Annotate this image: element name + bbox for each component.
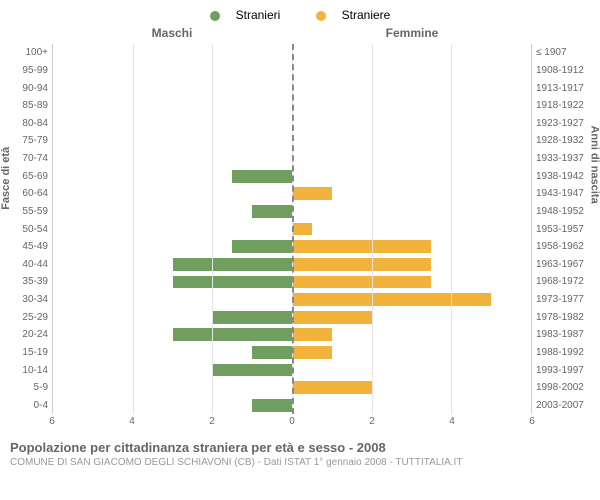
legend-label-male: Stranieri <box>236 8 281 22</box>
bar-male <box>232 170 292 183</box>
age-label: 45-49 <box>10 238 48 256</box>
bar-male <box>212 311 292 324</box>
year-label: ≤ 1907 <box>536 44 590 62</box>
age-label: 65-69 <box>10 167 48 185</box>
year-label: 1918-1922 <box>536 97 590 115</box>
bar-male <box>173 328 293 341</box>
bar-male <box>173 276 293 289</box>
year-label: 1933-1937 <box>536 150 590 168</box>
age-label: 30-34 <box>10 291 48 309</box>
center-divider <box>292 44 294 414</box>
gridline <box>451 44 452 414</box>
legend-item-female: Straniere <box>308 8 399 22</box>
bar-female <box>292 258 431 271</box>
y-axis-title-right: Anni di nascita <box>588 125 600 203</box>
bar-male <box>173 258 293 271</box>
age-label: 85-89 <box>10 97 48 115</box>
chart-container: Stranieri Straniere Maschi Femmine Fasce… <box>0 0 600 500</box>
age-label: 70-74 <box>10 150 48 168</box>
age-label: 10-14 <box>10 361 48 379</box>
bar-male <box>212 364 292 377</box>
chart-title: Popolazione per cittadinanza straniera p… <box>10 440 590 455</box>
age-label: 80-84 <box>10 115 48 133</box>
x-tick: 2 <box>369 416 375 427</box>
year-label: 1928-1932 <box>536 132 590 150</box>
year-label: 1908-1912 <box>536 62 590 80</box>
x-tick: 4 <box>129 416 135 427</box>
bar-female <box>292 276 431 289</box>
legend: Stranieri Straniere <box>10 8 590 22</box>
bar-female <box>292 240 431 253</box>
year-label: 1953-1957 <box>536 220 590 238</box>
year-label: 1988-1992 <box>536 344 590 362</box>
age-label: 95-99 <box>10 62 48 80</box>
year-label: 1978-1982 <box>536 308 590 326</box>
age-label: 5-9 <box>10 379 48 397</box>
bar-male <box>252 346 292 359</box>
plot-area <box>52 44 532 414</box>
legend-label-female: Straniere <box>342 8 391 22</box>
bar-female <box>292 346 332 359</box>
bar-female <box>292 381 372 394</box>
bar-female <box>292 328 332 341</box>
x-tick: 6 <box>529 416 535 427</box>
age-label: 75-79 <box>10 132 48 150</box>
age-label: 55-59 <box>10 203 48 221</box>
x-axis-ticks: 6 4 2 0 2 4 6 <box>52 416 532 430</box>
bar-female <box>292 223 312 236</box>
x-axis: 6 4 2 0 2 4 6 <box>10 416 590 430</box>
header-female: Femmine <box>292 26 532 40</box>
bar-male <box>232 240 292 253</box>
age-label: 100+ <box>10 44 48 62</box>
year-label: 1983-1987 <box>536 326 590 344</box>
age-label: 20-24 <box>10 326 48 344</box>
bar-female <box>292 293 491 306</box>
year-label: 1968-1972 <box>536 273 590 291</box>
year-label: 1948-1952 <box>536 203 590 221</box>
x-tick: 6 <box>49 416 55 427</box>
year-label: 1963-1967 <box>536 256 590 274</box>
legend-swatch-female <box>316 11 326 21</box>
age-label: 15-19 <box>10 344 48 362</box>
year-label: 1913-1917 <box>536 79 590 97</box>
column-headers: Maschi Femmine <box>10 26 590 40</box>
chart-subtitle: COMUNE DI SAN GIACOMO DEGLI SCHIAVONI (C… <box>10 457 590 468</box>
year-label: 1993-1997 <box>536 361 590 379</box>
age-label: 50-54 <box>10 220 48 238</box>
age-label: 40-44 <box>10 256 48 274</box>
header-male: Maschi <box>52 26 292 40</box>
gridline <box>372 44 373 414</box>
chart-footer: Popolazione per cittadinanza straniera p… <box>10 440 590 468</box>
x-tick: 2 <box>209 416 215 427</box>
year-label: 2003-2007 <box>536 397 590 415</box>
year-label: 1938-1942 <box>536 167 590 185</box>
gridline <box>133 44 134 414</box>
legend-item-male: Stranieri <box>202 8 292 22</box>
year-label: 1973-1977 <box>536 291 590 309</box>
bar-male <box>252 399 292 412</box>
bar-female <box>292 311 372 324</box>
bar-female <box>292 187 332 200</box>
legend-swatch-male <box>210 11 220 21</box>
age-label: 90-94 <box>10 79 48 97</box>
y-axis-title-left: Fasce di età <box>0 147 12 210</box>
gridline <box>212 44 213 414</box>
chart-area: Fasce di età 100+95-9990-9485-8980-8475-… <box>10 44 590 414</box>
age-label: 35-39 <box>10 273 48 291</box>
year-label: 1943-1947 <box>536 185 590 203</box>
age-label: 60-64 <box>10 185 48 203</box>
x-tick: 0 <box>289 416 295 427</box>
age-label: 0-4 <box>10 397 48 415</box>
year-label: 1958-1962 <box>536 238 590 256</box>
y-labels-right: ≤ 19071908-19121913-19171918-19221923-19… <box>532 44 590 414</box>
y-labels-left: 100+95-9990-9485-8980-8475-7970-7465-696… <box>10 44 52 414</box>
year-label: 1998-2002 <box>536 379 590 397</box>
x-tick: 4 <box>449 416 455 427</box>
bar-male <box>252 205 292 218</box>
age-label: 25-29 <box>10 308 48 326</box>
year-label: 1923-1927 <box>536 115 590 133</box>
